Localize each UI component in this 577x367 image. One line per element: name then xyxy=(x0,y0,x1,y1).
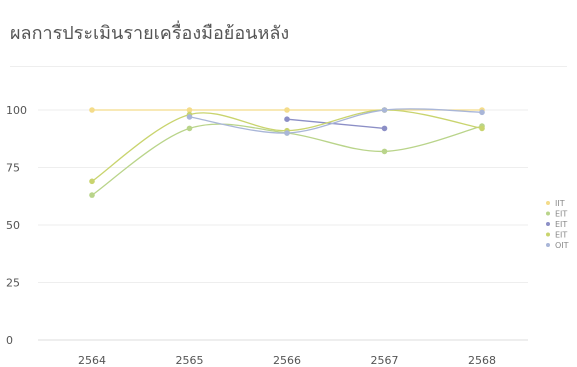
legend-label: EIT xyxy=(555,231,567,240)
data-point[interactable] xyxy=(479,109,485,116)
data-point[interactable] xyxy=(381,148,388,155)
legend-marker xyxy=(546,222,550,226)
legend-marker xyxy=(546,243,550,247)
legend-item[interactable]: EIT xyxy=(546,210,567,219)
data-point[interactable] xyxy=(186,107,193,113)
legend-label: OIT xyxy=(555,241,569,250)
chart-title: ผลการประเมินรายเครื่องมือย้อนหลัง xyxy=(10,23,290,44)
series-4 xyxy=(186,107,485,136)
y-tick-label: 0 xyxy=(6,334,13,347)
data-point[interactable] xyxy=(89,107,95,113)
series-line-2 xyxy=(286,118,385,130)
legend-item[interactable]: EIT xyxy=(546,231,567,240)
data-point[interactable] xyxy=(284,107,290,113)
legend-item[interactable]: OIT xyxy=(546,241,569,250)
title-divider xyxy=(10,66,567,67)
x-tick-label: 2566 xyxy=(273,354,301,367)
data-point[interactable] xyxy=(186,125,193,132)
x-tick-label: 2565 xyxy=(176,354,204,367)
legend-label: IIT xyxy=(555,199,565,208)
x-tick-label: 2564 xyxy=(78,354,106,367)
tick-labels: 0 25 50 75 100 2564 2565 2566 2567 2568 xyxy=(6,104,496,367)
data-point[interactable] xyxy=(186,114,193,120)
x-tick-label: 2567 xyxy=(371,354,399,367)
y-tick-label: 50 xyxy=(6,219,20,232)
data-point[interactable] xyxy=(89,178,95,185)
data-point[interactable] xyxy=(381,125,388,132)
legend-item[interactable]: EIT xyxy=(546,220,567,229)
y-tick-label: 25 xyxy=(6,277,20,290)
legend-marker xyxy=(546,201,550,205)
data-point[interactable] xyxy=(479,125,485,132)
data-point[interactable] xyxy=(284,116,290,122)
data-point[interactable] xyxy=(89,192,95,198)
legend-item[interactable]: IIT xyxy=(546,199,565,208)
data-point[interactable] xyxy=(284,130,290,136)
series-2 xyxy=(284,116,388,132)
y-tick-label: 100 xyxy=(6,104,27,117)
legend-label: EIT xyxy=(555,210,567,219)
legend-label: EIT xyxy=(555,220,567,229)
grid-lines xyxy=(38,109,528,341)
legend-marker xyxy=(546,232,550,237)
series-line-4 xyxy=(189,108,483,134)
series-layer xyxy=(89,107,485,198)
data-point[interactable] xyxy=(381,107,388,113)
x-tick-label: 2568 xyxy=(468,354,496,367)
legend-marker xyxy=(546,211,550,216)
y-tick-label: 75 xyxy=(6,162,20,175)
series-0 xyxy=(89,107,485,113)
